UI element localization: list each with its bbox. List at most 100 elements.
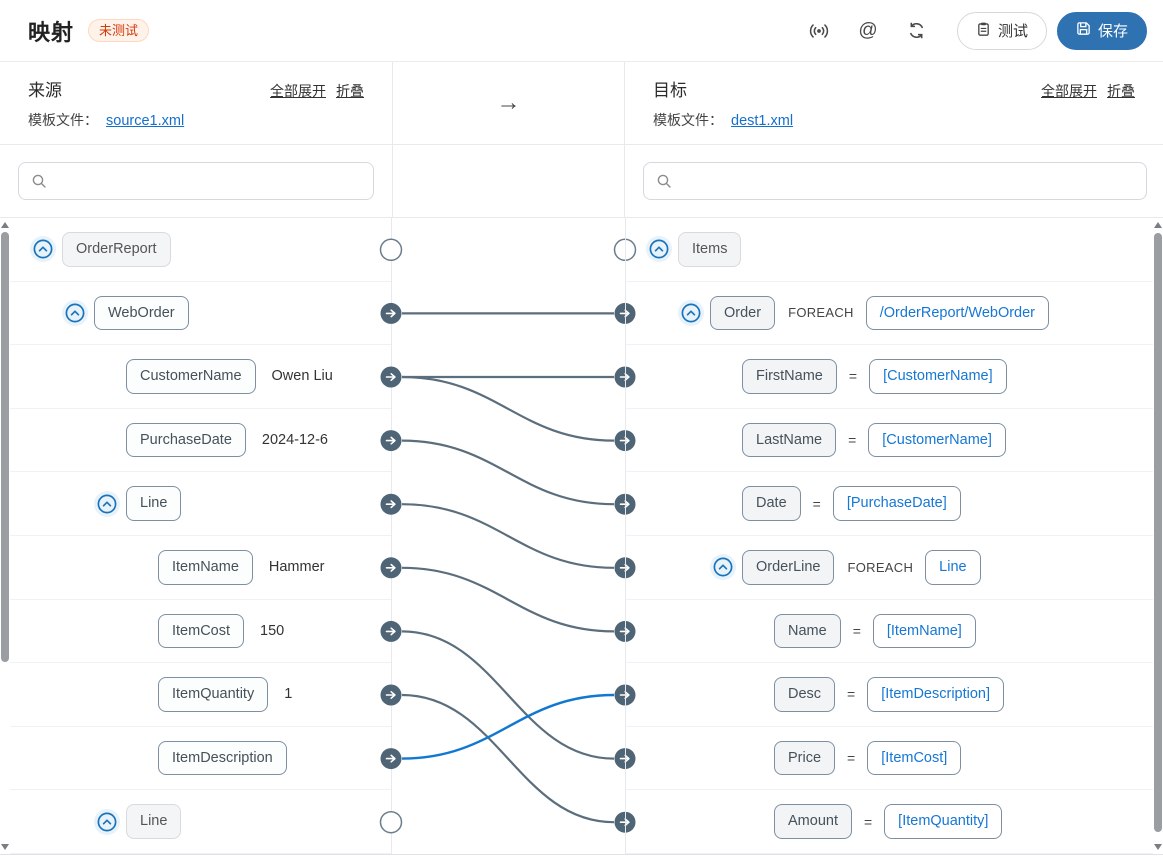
mapping-wire[interactable] [401, 439, 615, 506]
target-scrollbar[interactable] [1153, 218, 1163, 854]
equals-operator: = [848, 368, 858, 385]
target-tree-row: Name = [ItemName] [626, 600, 1163, 664]
target-node-chip[interactable]: LastName [742, 422, 837, 458]
mapping-expression-chip[interactable]: Line [925, 549, 981, 585]
target-node-chip[interactable]: Order [710, 295, 776, 331]
mapping-expression-chip[interactable]: [ItemDescription] [867, 677, 1005, 712]
mapping-expression-chip[interactable]: [ItemCost] [867, 740, 962, 776]
target-tree-row: LastName = [CustomerName] [626, 409, 1163, 473]
source-expand-all-link[interactable]: 全部展开 [270, 83, 326, 99]
target-search-input[interactable] [672, 163, 1146, 199]
save-button-label: 保存 [1097, 23, 1128, 40]
source-port-Line[interactable] [379, 810, 403, 834]
target-panel-title: 目标 [653, 81, 687, 100]
mapping-expression-chip[interactable]: [ItemName] [872, 613, 976, 649]
source-tree-row: OrderReport [0, 218, 391, 282]
source-node-chip[interactable]: Line [126, 804, 182, 839]
target-node-chip[interactable]: Price [774, 740, 836, 776]
target-search-box [643, 162, 1147, 200]
mapping-wire[interactable] [401, 503, 615, 569]
source-template-file-link[interactable]: source1.xml [106, 113, 185, 129]
collapse-toggle-icon[interactable] [30, 236, 56, 263]
at-mention-icon[interactable]: @ [858, 19, 878, 41]
collapse-toggle-icon[interactable] [94, 808, 120, 835]
scroll-down-arrow[interactable] [1154, 844, 1162, 850]
source-node-chip[interactable]: PurchaseDate [126, 422, 246, 458]
source-tree-row: Line [0, 472, 391, 536]
source-node-chip[interactable]: Line [126, 486, 182, 521]
source-port-ItemName[interactable] [380, 557, 402, 579]
collapse-toggle-icon[interactable] [646, 236, 672, 263]
source-collapse-link[interactable]: 折叠 [336, 83, 364, 99]
save-button[interactable]: 保存 [1056, 11, 1147, 50]
scroll-down-arrow[interactable] [1, 844, 9, 850]
source-scrollbar[interactable] [0, 218, 10, 854]
target-expand-all-link[interactable]: 全部展开 [1041, 83, 1097, 99]
source-port-OrderReport[interactable] [379, 238, 403, 262]
source-port-ItemCost[interactable] [380, 620, 402, 642]
target-node-chip[interactable]: Amount [774, 804, 852, 839]
target-template-file-link[interactable]: dest1.xml [731, 113, 794, 129]
source-node-chip[interactable]: ItemName [158, 549, 253, 585]
source-tree-row: Line [0, 790, 391, 854]
equals-operator: = [863, 813, 873, 830]
node-sample-value: 2024-12-6 [261, 432, 328, 449]
source-node-chip[interactable]: ItemCost [158, 613, 245, 649]
target-panel-header: 目标 全部展开 折叠 模板文件： dest1.xml [625, 62, 1163, 144]
source-port-ItemQuantity[interactable] [380, 684, 402, 706]
source-port-CustomerName[interactable] [380, 366, 402, 388]
mapping-expression-chip[interactable]: [PurchaseDate] [832, 486, 961, 521]
mapping-expression-chip[interactable]: [CustomerName] [869, 359, 1007, 394]
broadcast-icon[interactable] [807, 19, 831, 43]
collapse-toggle-icon[interactable] [94, 490, 120, 517]
scroll-up-arrow[interactable] [1154, 222, 1162, 228]
source-port-Line[interactable] [380, 493, 402, 515]
collapse-toggle-icon[interactable] [710, 554, 736, 581]
scroll-up-arrow[interactable] [1, 222, 9, 228]
target-node-chip[interactable]: Name [774, 613, 841, 649]
target-node-chip[interactable]: Date [742, 486, 801, 521]
equals-operator: = [852, 622, 861, 639]
mapping-wire[interactable] [401, 693, 615, 760]
status-badge: 未测试 [88, 18, 150, 43]
mapping-expression-chip[interactable]: /OrderReport/WebOrder [865, 295, 1050, 331]
target-collapse-link[interactable]: 折叠 [1107, 83, 1135, 99]
mapping-wire[interactable] [401, 375, 615, 442]
source-template-label: 模板文件： [28, 112, 98, 128]
source-port-ItemDescription[interactable] [380, 748, 402, 770]
scrollbar-thumb[interactable] [1154, 233, 1162, 832]
target-tree-row: Items [626, 218, 1163, 282]
node-sample-value: 1 [284, 686, 293, 703]
source-tree-row: ItemDescription [0, 727, 391, 791]
search-icon [657, 174, 671, 188]
source-tree-row: ItemQuantity 1 [0, 663, 391, 727]
source-node-chip[interactable]: ItemDescription [158, 740, 287, 776]
source-port-PurchaseDate[interactable] [380, 430, 402, 452]
source-tree-row: ItemName Hammer [0, 536, 391, 600]
target-node-chip[interactable]: Items [678, 231, 742, 267]
target-template-label: 模板文件： [653, 112, 723, 128]
target-tree-row: Amount = [ItemQuantity] [626, 790, 1163, 854]
source-node-chip[interactable]: WebOrder [94, 295, 189, 331]
source-port-WebOrder[interactable] [380, 302, 402, 324]
collapse-toggle-icon[interactable] [678, 299, 704, 326]
mapping-expression-chip[interactable]: [CustomerName] [868, 422, 1006, 458]
refresh-icon[interactable] [905, 19, 929, 43]
mapping-expression-chip[interactable]: [ItemQuantity] [884, 804, 1003, 839]
test-button[interactable]: 测试 [956, 11, 1047, 50]
equals-operator: = [812, 495, 821, 512]
target-tree: Items Order FOREACH/OrderReport/WebOrder Fi… [625, 218, 1163, 854]
collapse-toggle-icon[interactable] [62, 299, 88, 326]
source-node-chip[interactable]: OrderReport [62, 231, 171, 267]
target-node-chip[interactable]: FirstName [742, 359, 837, 394]
target-node-chip[interactable]: OrderLine [742, 549, 835, 585]
scrollbar-thumb[interactable] [1, 232, 9, 662]
source-search-input[interactable] [47, 163, 373, 199]
target-node-chip[interactable]: Desc [774, 677, 836, 712]
source-panel-header: 来源 全部展开 折叠 模板文件： source1.xml [0, 62, 392, 144]
mapping-wire[interactable] [401, 566, 615, 633]
source-node-chip[interactable]: CustomerName [126, 359, 256, 394]
mapping-wire[interactable] [401, 630, 615, 760]
source-node-chip[interactable]: ItemQuantity [158, 677, 269, 712]
mapping-wire[interactable] [401, 693, 615, 824]
